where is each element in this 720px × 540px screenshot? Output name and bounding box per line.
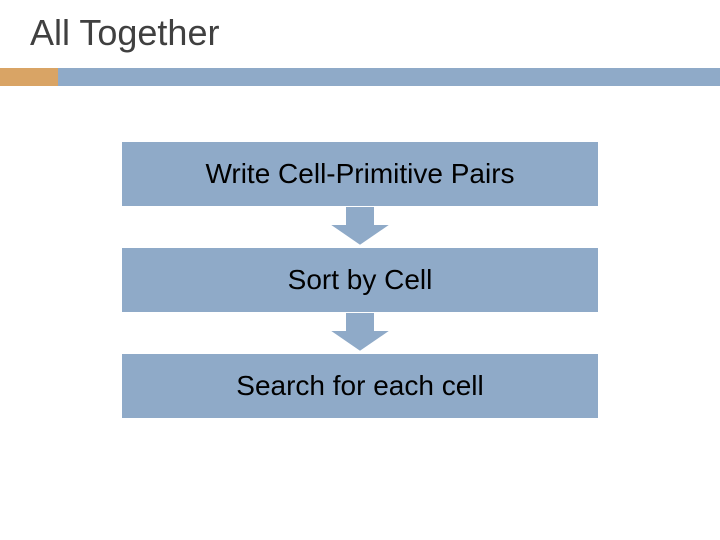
flow-step-label: Sort by Cell bbox=[288, 264, 433, 296]
flowchart: Write Cell-Primitive Pairs Sort by Cell … bbox=[120, 140, 600, 420]
divider-accent bbox=[0, 68, 58, 86]
flow-step-3: Search for each cell bbox=[120, 352, 600, 420]
flow-arrow-2 bbox=[120, 314, 600, 352]
flow-step-2: Sort by Cell bbox=[120, 246, 600, 314]
flow-step-1: Write Cell-Primitive Pairs bbox=[120, 140, 600, 208]
divider-main bbox=[58, 68, 720, 86]
divider-bar bbox=[0, 68, 720, 86]
flow-arrow-1 bbox=[120, 208, 600, 246]
page-title: All Together bbox=[30, 12, 219, 54]
flow-step-label: Write Cell-Primitive Pairs bbox=[205, 158, 514, 190]
slide: All Together Write Cell-Primitive Pairs … bbox=[0, 0, 720, 540]
flow-step-label: Search for each cell bbox=[236, 370, 483, 402]
